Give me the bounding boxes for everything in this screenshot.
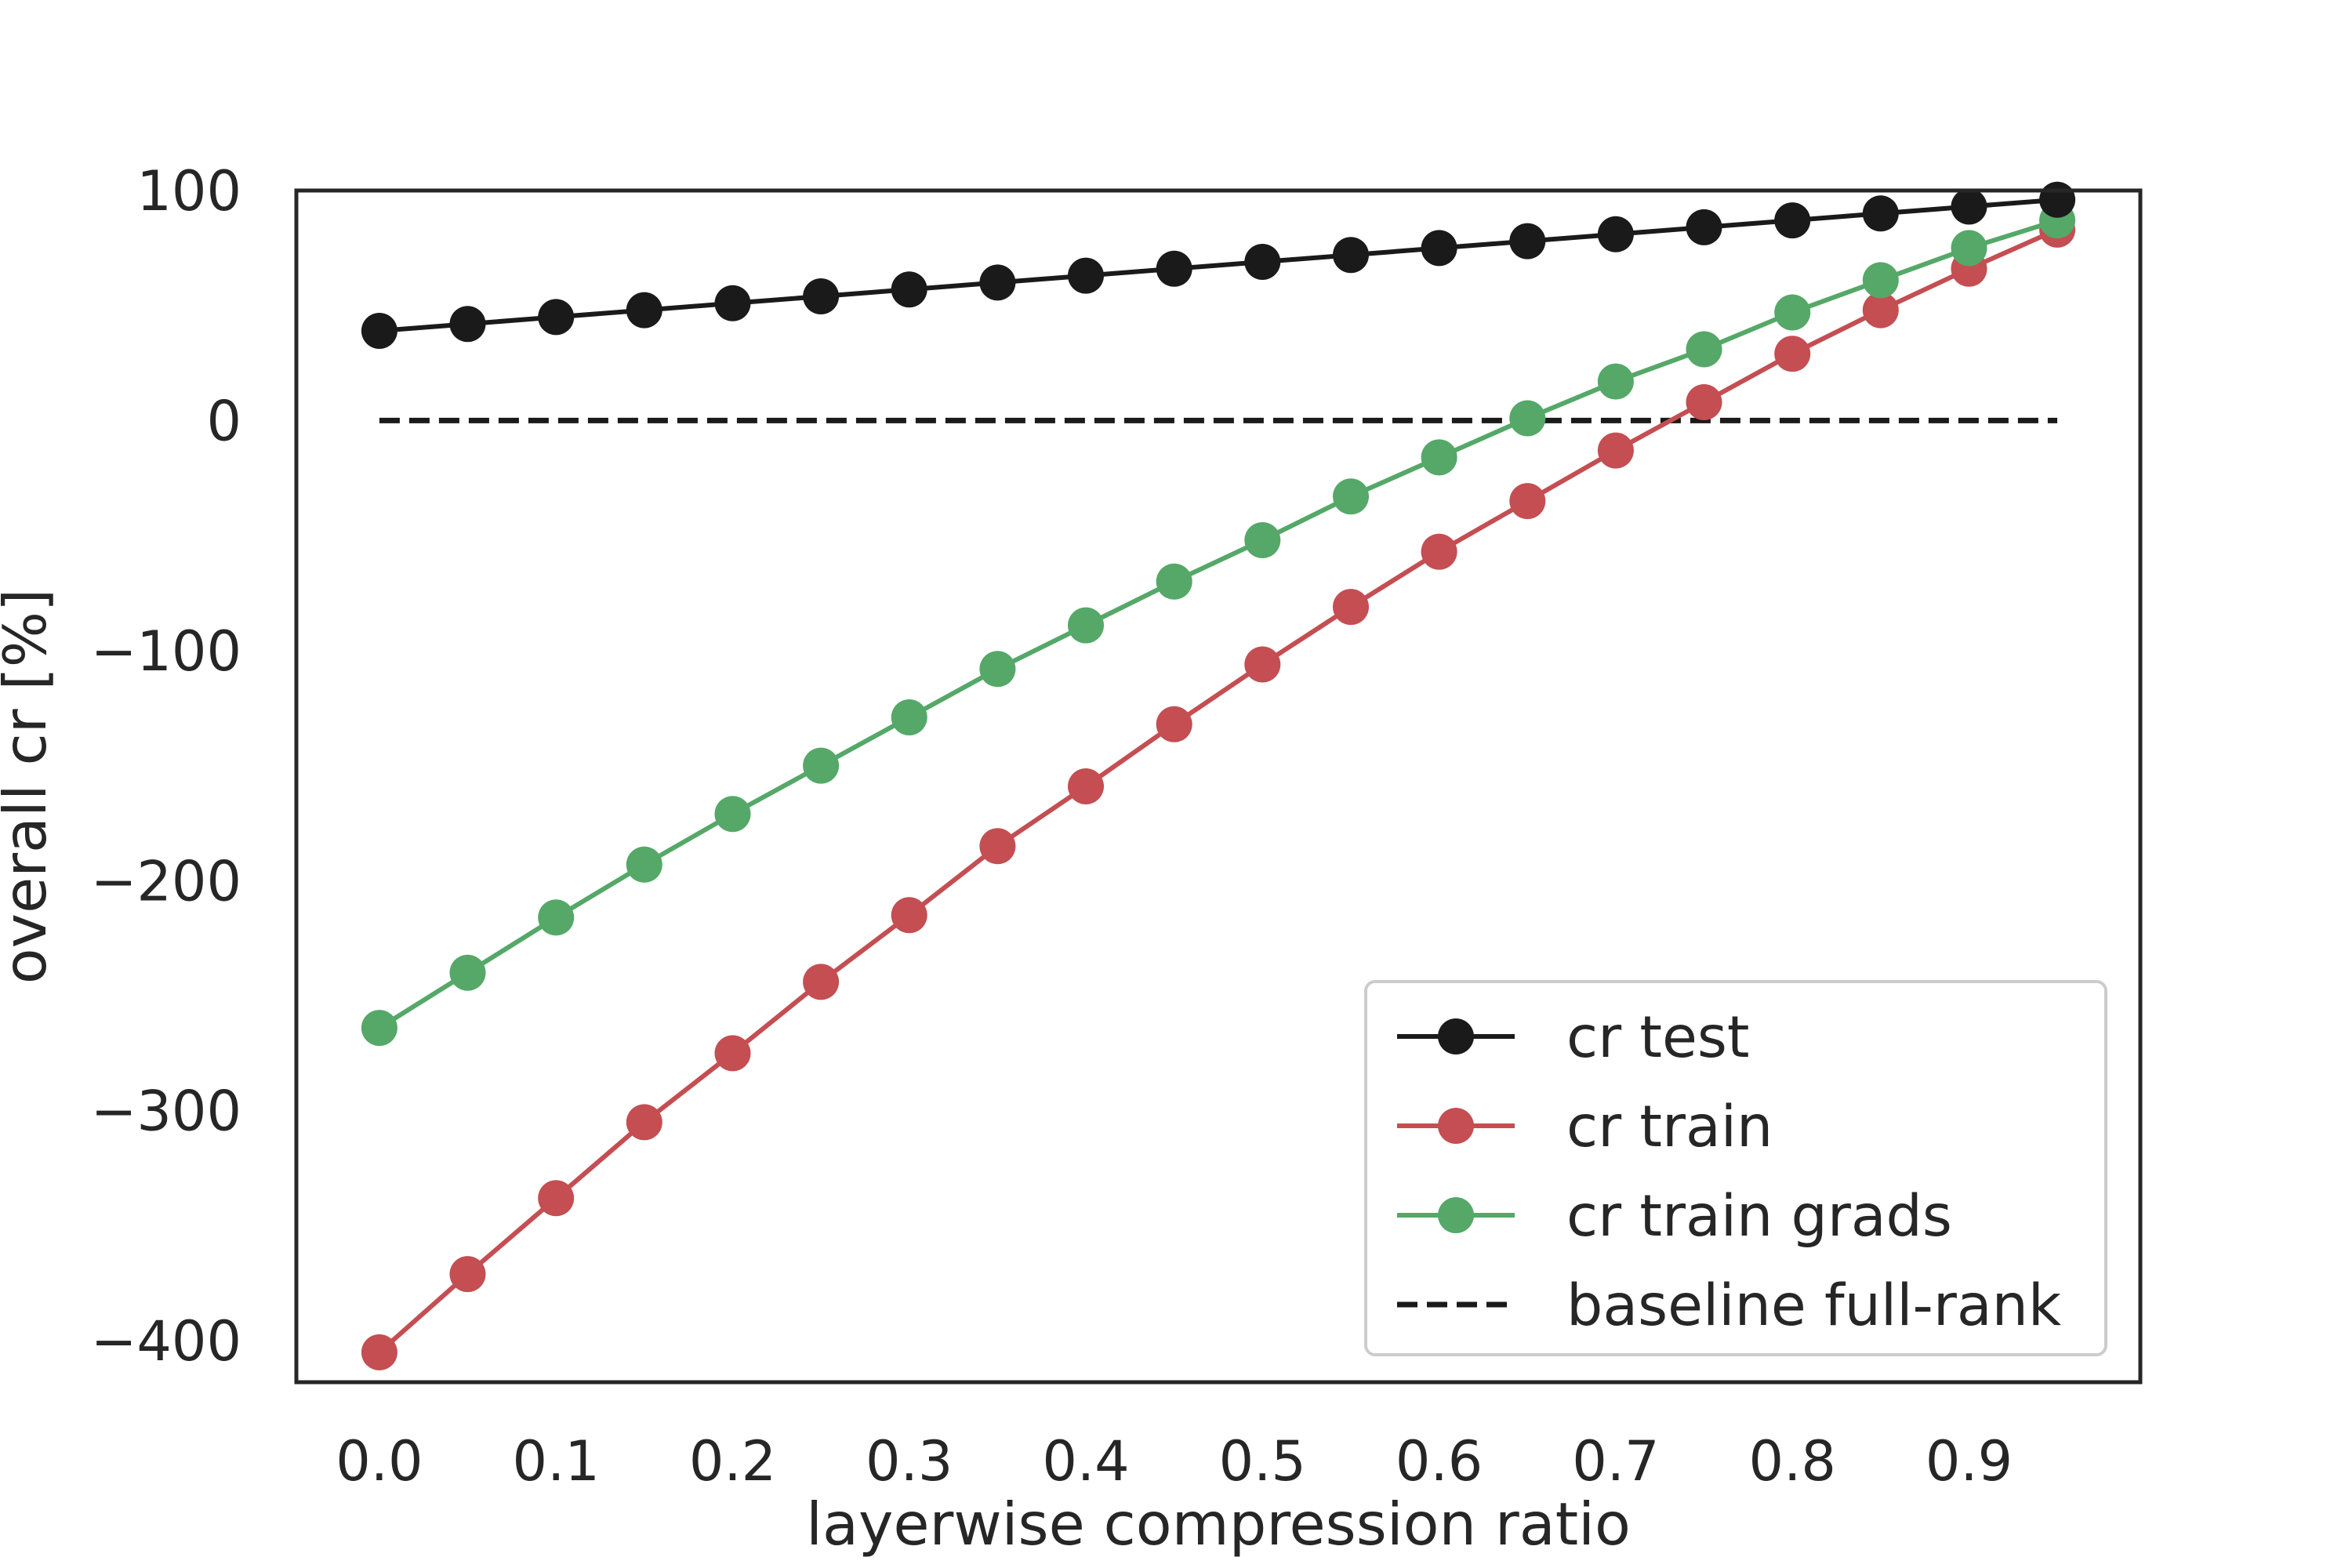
x-tick-label: 0.6: [1396, 1429, 1483, 1494]
plot-data: [361, 181, 2076, 1370]
data-point-cr-train: [714, 1035, 751, 1072]
data-point-cr-train-grads: [1244, 522, 1281, 558]
legend-label-cr-train-grads: cr train grads: [1566, 1183, 1952, 1250]
data-point-cr-test: [1597, 216, 1634, 252]
data-point-cr-train: [1862, 292, 1899, 328]
data-point-cr-train-grads: [1774, 294, 1811, 331]
y-tick-label: −100: [91, 619, 241, 684]
legend-label-cr-train: cr train: [1566, 1094, 1773, 1160]
x-tick-label: 0.0: [336, 1429, 423, 1494]
x-tick-label: 0.5: [1219, 1429, 1306, 1494]
data-point-cr-test: [1686, 209, 1722, 245]
data-point-cr-train: [1509, 483, 1546, 520]
data-point-cr-test: [538, 299, 575, 336]
x-axis-label: layerwise compression ratio: [806, 1490, 1631, 1559]
data-point-cr-train: [1597, 432, 1634, 469]
x-tick-label: 0.7: [1572, 1429, 1659, 1494]
y-axis-label: overall cr [%]: [0, 589, 60, 984]
series-cr-test: [361, 181, 2076, 349]
legend-entry-baseline-full-rank: baseline full-rank: [1397, 1272, 2062, 1339]
x-tick-labels: 0.0 0.1 0.2 0.3 0.4 0.5 0.6 0.7 0.8 0.9: [336, 1429, 2013, 1494]
data-point-cr-train: [1244, 646, 1281, 683]
data-point-cr-test: [1333, 237, 1369, 274]
data-point-cr-train-grads: [1333, 478, 1369, 515]
data-point-cr-test: [1244, 244, 1281, 280]
y-tick-label: −400: [91, 1309, 241, 1374]
data-point-cr-train: [626, 1104, 662, 1141]
data-point-cr-test: [1156, 250, 1192, 287]
y-tick-label: 0: [206, 389, 241, 453]
data-point-cr-train: [1774, 336, 1811, 372]
data-point-cr-train: [538, 1180, 575, 1217]
legend-frame: [1364, 980, 2107, 1356]
legend-entry-cr-test: cr test: [1397, 1004, 1750, 1071]
data-point-cr-train: [891, 897, 927, 934]
data-point-cr-test: [626, 292, 662, 328]
data-point-cr-test: [361, 313, 397, 349]
data-point-cr-test: [1774, 202, 1811, 239]
data-point-cr-train-grads: [1068, 607, 1104, 644]
legend-entry-cr-train-grads: cr train grads: [1397, 1183, 1952, 1250]
legend-entry-cr-train: cr train: [1397, 1094, 1773, 1160]
series-cr-train: [361, 211, 2076, 1370]
x-tick-label: 0.3: [866, 1429, 953, 1494]
data-point-cr-train: [1686, 384, 1722, 420]
x-tick-label: 0.2: [689, 1429, 776, 1494]
data-point-cr-test: [1509, 223, 1546, 260]
data-point-cr-train-grads: [1862, 262, 1899, 299]
legend-label-baseline-full-rank: baseline full-rank: [1566, 1272, 2062, 1339]
data-point-cr-train-grads: [891, 699, 927, 735]
data-point-cr-train: [1156, 706, 1192, 742]
x-tick-label: 0.9: [1926, 1429, 2013, 1494]
data-point-cr-train-grads: [1156, 563, 1192, 600]
data-point-cr-test: [979, 264, 1016, 301]
data-point-cr-test: [891, 271, 927, 308]
data-point-cr-test: [714, 285, 751, 321]
data-point-cr-train: [979, 828, 1016, 865]
data-point-cr-test: [1068, 257, 1104, 294]
data-point-cr-train-grads: [979, 651, 1016, 688]
data-point-cr-train-grads: [803, 747, 840, 784]
legend-marker-cr-train-grads: [1438, 1197, 1474, 1233]
x-tick-label: 0.4: [1042, 1429, 1129, 1494]
data-point-cr-train-grads: [714, 796, 751, 833]
data-point-cr-test: [449, 306, 486, 343]
y-tick-labels: 100 0 −100 −200 −300 −400: [91, 159, 241, 1374]
data-point-cr-test: [2039, 181, 2076, 218]
legend-label-cr-test: cr test: [1566, 1004, 1750, 1071]
data-point-cr-train: [361, 1334, 397, 1370]
legend-marker-cr-test: [1438, 1018, 1474, 1054]
data-point-cr-train-grads: [1509, 400, 1546, 437]
data-point-cr-train: [1068, 768, 1104, 804]
series-cr-train-grads: [361, 202, 2076, 1047]
x-tick-label: 0.8: [1749, 1429, 1836, 1494]
legend-marker-cr-train: [1438, 1108, 1474, 1144]
data-point-cr-train: [449, 1256, 486, 1293]
data-point-cr-train-grads: [1597, 363, 1634, 400]
data-point-cr-test: [1421, 230, 1457, 267]
data-point-cr-train-grads: [1686, 331, 1722, 368]
data-point-cr-train: [803, 964, 840, 1000]
data-point-cr-train: [1421, 533, 1457, 570]
data-point-cr-test: [1951, 188, 1987, 225]
data-point-cr-train-grads: [361, 1010, 397, 1047]
legend: cr test cr train cr train grads baseline fu…: [1364, 980, 2107, 1356]
x-tick-label: 0.1: [513, 1429, 600, 1494]
data-point-cr-train-grads: [1951, 230, 1987, 267]
data-point-cr-train-grads: [538, 899, 575, 936]
data-point-cr-train-grads: [626, 846, 662, 883]
y-tick-label: −300: [91, 1080, 241, 1144]
data-point-cr-train-grads: [1421, 439, 1457, 476]
data-point-cr-train-grads: [449, 954, 486, 991]
data-point-cr-test: [1862, 195, 1899, 232]
data-point-cr-train: [1333, 589, 1369, 626]
y-tick-label: 100: [136, 159, 241, 223]
plot-frame: [294, 188, 2143, 1385]
data-point-cr-test: [803, 278, 840, 314]
y-tick-label: −200: [91, 849, 241, 913]
